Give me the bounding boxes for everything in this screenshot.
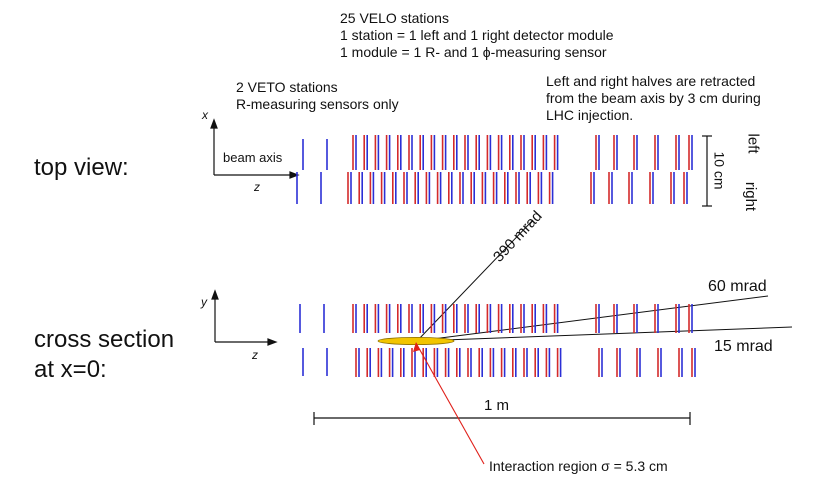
retract-note: Left and right halves are retracted from…	[546, 73, 761, 124]
interaction-pointer-arrowhead	[413, 342, 420, 352]
ten-cm-scale-bracket	[702, 135, 712, 207]
acceptance-lines	[416, 219, 793, 342]
line-60-mrad	[416, 295, 769, 342]
one-meter-label: 1 m	[484, 397, 510, 414]
header-line-3: 1 module = 1 R- and 1 ϕ-measuring sensor	[340, 44, 607, 60]
retract-line-1: Left and right halves are retracted	[546, 73, 756, 89]
left-side-label: left	[744, 133, 762, 154]
cross-section-title-line-2: at x=0:	[34, 356, 107, 383]
cross-section-title: cross section at x=0:	[34, 325, 174, 385]
veto-line-1: 2 VETO stations	[236, 79, 338, 95]
retract-line-3: LHC injection.	[546, 107, 634, 123]
veto-note: 2 VETO stations R-measuring sensors only	[236, 79, 399, 113]
line-390-mrad	[416, 219, 534, 342]
angle-label-15-mrad: 15 mrad	[714, 338, 773, 355]
angle-label-60-mrad: 60 mrad	[708, 278, 767, 295]
right-side-label: right	[742, 181, 760, 212]
z-axis-arrowhead-cross	[267, 338, 278, 346]
cross-section-axes	[211, 289, 278, 346]
x-axis-arrowhead	[210, 118, 218, 129]
one-meter-scale	[313, 412, 691, 425]
line-15-mrad	[416, 326, 793, 342]
header-line-2: 1 station = 1 left and 1 right detector …	[340, 27, 614, 43]
cross-y-axis-label: y	[201, 295, 207, 309]
cross-section-title-line-1: cross section	[34, 326, 175, 353]
top-x-axis-label: x	[202, 108, 208, 122]
z-axis-arrowhead	[289, 171, 300, 179]
interaction-pointer	[415, 342, 485, 465]
header-note: 25 VELO stations 1 station = 1 left and …	[340, 10, 614, 61]
veto-line-2: R-measuring sensors only	[236, 96, 399, 112]
retract-line-2: from the beam axis by 3 cm during	[546, 90, 761, 106]
top-z-axis-label: z	[254, 180, 260, 194]
top-view-axes	[210, 118, 300, 179]
y-axis-arrowhead	[211, 289, 219, 300]
cross-z-axis-label: z	[252, 348, 258, 362]
interaction-region-label: Interaction region σ = 5.3 cm	[489, 458, 668, 474]
ten-cm-label: 10 cm	[711, 151, 728, 190]
sensor-modules	[296, 135, 696, 377]
header-line-1: 25 VELO stations	[340, 10, 449, 26]
top-view-title: top view:	[34, 154, 129, 181]
beam-axis-label: beam axis	[223, 150, 283, 165]
